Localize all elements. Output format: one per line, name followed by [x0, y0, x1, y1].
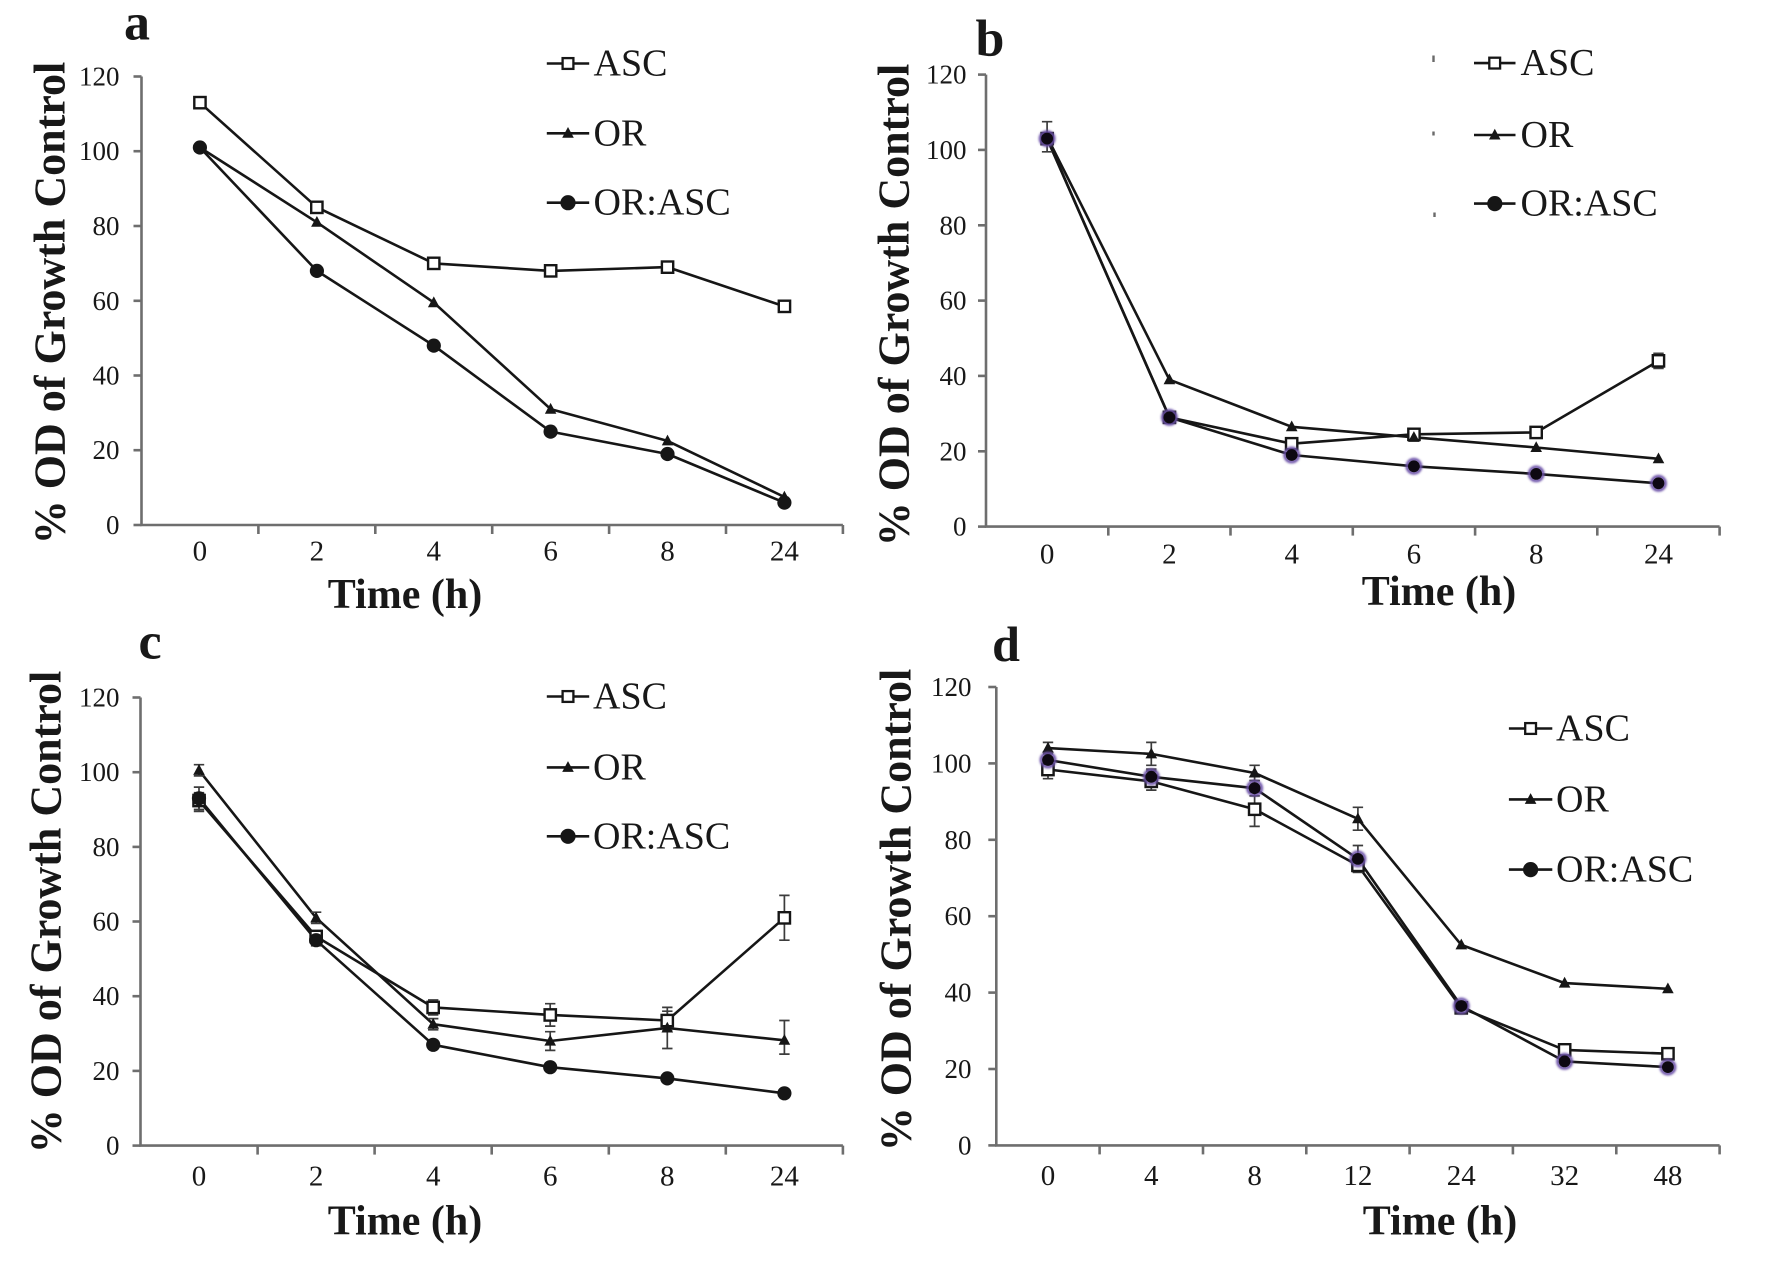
svg-text:% OD of Growth Control: % OD of Growth Control	[872, 669, 921, 1151]
svg-text:0: 0	[193, 536, 208, 568]
svg-text:d: d	[992, 616, 1020, 672]
svg-text:20: 20	[93, 1056, 120, 1086]
svg-text:8: 8	[1529, 539, 1544, 571]
svg-text:2: 2	[1162, 539, 1177, 571]
svg-text:24: 24	[770, 1161, 800, 1193]
svg-text:Time (h): Time (h)	[328, 572, 482, 618]
svg-text:0: 0	[953, 512, 967, 542]
svg-text:80: 80	[945, 825, 972, 855]
svg-text:4: 4	[426, 1161, 441, 1193]
svg-text:80: 80	[93, 832, 120, 862]
svg-text:OR:ASC: OR:ASC	[594, 182, 731, 224]
svg-text:ASC: ASC	[1556, 708, 1630, 750]
svg-text:20: 20	[945, 1054, 972, 1084]
svg-text:60: 60	[93, 286, 120, 316]
svg-text:24: 24	[1447, 1160, 1477, 1192]
svg-text:120: 120	[79, 62, 120, 92]
svg-text:24: 24	[770, 536, 800, 568]
svg-text:100: 100	[931, 748, 972, 778]
svg-text:60: 60	[945, 901, 972, 931]
svg-text:100: 100	[79, 757, 120, 787]
svg-text:80: 80	[93, 211, 120, 241]
svg-text:0: 0	[106, 510, 120, 540]
svg-text:4: 4	[427, 536, 442, 568]
svg-text:ASC: ASC	[1521, 42, 1595, 84]
svg-text:Time (h): Time (h)	[1362, 569, 1516, 615]
svg-text:0: 0	[192, 1161, 207, 1193]
svg-text:40: 40	[93, 981, 120, 1011]
svg-text:12: 12	[1343, 1160, 1372, 1192]
svg-text:8: 8	[1247, 1160, 1262, 1192]
svg-text:100: 100	[79, 136, 120, 166]
svg-text:32: 32	[1550, 1160, 1579, 1192]
svg-text:40: 40	[93, 361, 120, 391]
svg-text:0: 0	[1041, 1160, 1056, 1192]
svg-text:60: 60	[940, 286, 967, 316]
svg-text:120: 120	[926, 60, 967, 90]
svg-text:OR: OR	[1556, 778, 1609, 820]
svg-text:4: 4	[1284, 539, 1299, 571]
svg-text:a: a	[124, 0, 150, 52]
svg-text:ASC: ASC	[593, 676, 667, 718]
svg-text:ASC: ASC	[594, 43, 668, 85]
svg-text:120: 120	[931, 672, 972, 702]
svg-text:60: 60	[93, 907, 120, 937]
svg-text:24: 24	[1644, 539, 1674, 571]
svg-text:40: 40	[945, 978, 972, 1008]
svg-text:OR:ASC: OR:ASC	[1556, 849, 1693, 891]
svg-text:% OD of Growth Control: % OD of Growth Control	[870, 64, 919, 546]
svg-text:OR: OR	[594, 112, 647, 154]
svg-text:80: 80	[940, 210, 967, 240]
svg-text:OR:ASC: OR:ASC	[1521, 183, 1658, 225]
svg-text:2: 2	[310, 536, 325, 568]
svg-text:OR:ASC: OR:ASC	[593, 815, 730, 857]
svg-text:% OD of Growth Control: % OD of Growth Control	[26, 62, 75, 544]
svg-text:OR: OR	[1521, 114, 1574, 156]
svg-text:6: 6	[543, 536, 558, 568]
svg-text:Time (h): Time (h)	[1363, 1199, 1517, 1245]
svg-text:0: 0	[958, 1130, 972, 1160]
svg-text:c: c	[138, 614, 161, 671]
svg-text:% OD of Growth Control: % OD of Growth Control	[22, 671, 71, 1153]
svg-text:0: 0	[106, 1131, 120, 1161]
svg-text:20: 20	[940, 436, 967, 466]
svg-text:8: 8	[660, 1161, 675, 1193]
svg-text:20: 20	[93, 435, 120, 465]
svg-text:OR: OR	[593, 746, 646, 788]
svg-text:Time (h): Time (h)	[328, 1199, 482, 1245]
svg-text:6: 6	[543, 1161, 558, 1193]
svg-text:0: 0	[1040, 539, 1055, 571]
svg-text:100: 100	[926, 135, 967, 165]
svg-text:2: 2	[309, 1161, 324, 1193]
svg-text:8: 8	[660, 536, 675, 568]
svg-text:40: 40	[940, 361, 967, 391]
svg-text:120: 120	[79, 683, 120, 713]
svg-text:48: 48	[1653, 1160, 1682, 1192]
svg-text:6: 6	[1407, 539, 1422, 571]
svg-text:b: b	[976, 11, 1005, 68]
svg-text:4: 4	[1144, 1160, 1159, 1192]
